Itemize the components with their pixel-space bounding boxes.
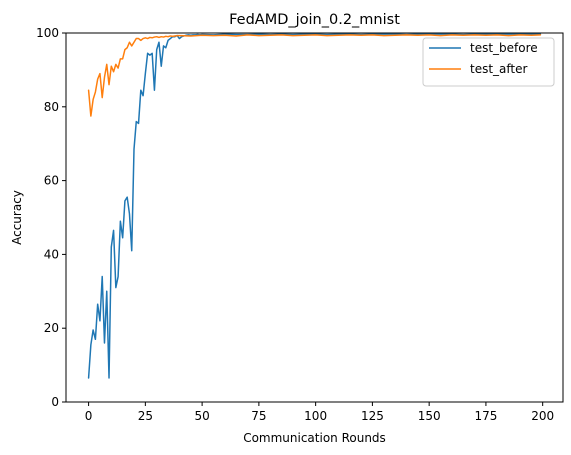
legend-label-test-after: test_after: [470, 62, 528, 76]
x-tick-label: 125: [361, 409, 384, 423]
x-tick-label: 150: [418, 409, 441, 423]
y-axis-label: Accuracy: [10, 190, 24, 245]
series-line-test-after: [87, 34, 542, 117]
y-tick-label: 20: [44, 321, 59, 335]
y-tick-label: 100: [36, 26, 59, 40]
y-tick-label: 80: [44, 100, 59, 114]
plot-frame: [65, 32, 564, 403]
x-tick-label: 75: [251, 409, 266, 423]
x-tick-label: 50: [194, 409, 209, 423]
x-tick-label: 0: [85, 409, 93, 423]
legend-box: [422, 37, 555, 87]
x-tick-label: 25: [138, 409, 153, 423]
y-tick-label: 40: [44, 247, 59, 261]
legend: test_before test_after: [422, 37, 555, 87]
x-tick-label: 100: [304, 409, 327, 423]
x-axis-label: Communication Rounds: [243, 431, 386, 445]
x-tick-label: 175: [474, 409, 497, 423]
x-tick-label: 200: [531, 409, 554, 423]
y-tick-label: 60: [44, 174, 59, 188]
legend-label-test-before: test_before: [470, 41, 538, 55]
chart-title: FedAMD_join_0.2_mnist: [229, 12, 400, 28]
y-tick-label: 0: [51, 395, 59, 409]
series-line-test-before: [87, 33, 542, 379]
